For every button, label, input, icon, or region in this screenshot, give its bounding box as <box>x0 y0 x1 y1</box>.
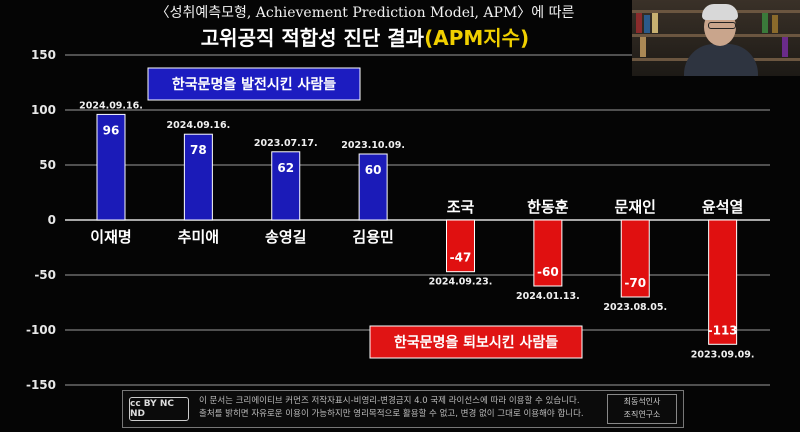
y-tick-label: -50 <box>34 268 56 282</box>
annotation-box <box>369 325 583 359</box>
chart-title-highlight: (APM지수) <box>424 26 530 50</box>
org-line1: 최동석인사 <box>623 397 661 406</box>
bar-date-label: 2024.09.16. <box>167 120 231 131</box>
category-label: 추미애 <box>178 228 219 246</box>
category-label: 문재인 <box>615 198 656 216</box>
bar-2 <box>183 133 213 221</box>
bar-8 <box>708 219 738 345</box>
y-tick-label: -150 <box>26 378 56 392</box>
category-label: 김용민 <box>352 228 393 246</box>
category-label: 이재명 <box>90 228 131 246</box>
webcam-overlay <box>632 0 800 76</box>
bar-5 <box>446 219 475 273</box>
license-line2: 출처를 밝히면 자유로운 이용이 가능하지만 영리목적으로 활용할 수 없고, … <box>199 409 584 419</box>
bar-value-label: 62 <box>277 161 294 175</box>
license-text: 이 문서는 크리에이티브 커먼즈 저작자표시-비영리-변경금지 4.0 국제 라… <box>199 395 599 421</box>
annotation-label: 한국문명을 발전시킨 사람들 <box>172 76 336 93</box>
category-label: 윤석열 <box>702 198 743 216</box>
y-tick-label: 100 <box>31 103 56 117</box>
organization-box: 최동석인사 조직연구소 <box>607 394 677 424</box>
bar-4 <box>358 153 388 221</box>
bar-1 <box>96 113 126 221</box>
y-tick-label: -100 <box>26 323 56 337</box>
bar-date-label: 2023.08.05. <box>603 302 667 313</box>
category-label: 한동훈 <box>527 198 569 216</box>
annotation-label: 한국문명을 퇴보시킨 사람들 <box>394 334 558 351</box>
bar-value-label: -60 <box>537 265 559 279</box>
y-tick-label: 0 <box>48 213 56 227</box>
bar-date-label: 2023.09.09. <box>691 349 755 360</box>
bar-6 <box>533 219 563 287</box>
bar-date-label: 2024.09.23. <box>429 277 493 288</box>
bar-date-label: 2024.09.16. <box>79 100 143 111</box>
bar-value-label: 60 <box>365 163 382 177</box>
bar-3 <box>271 151 301 221</box>
bar-value-label: -70 <box>624 276 646 290</box>
chart-title-main: 고위공직 적합성 진단 결과 <box>200 26 425 50</box>
annotation-box <box>147 67 361 101</box>
bar-value-label: -113 <box>708 323 738 337</box>
cc-license-icon: cc BY NC ND <box>129 397 189 421</box>
category-label: 조국 <box>447 198 475 216</box>
chart-title-line1: 〈성취예측모형, Achievement Prediction Model, A… <box>155 5 575 21</box>
bar-7 <box>620 219 650 298</box>
license-footer: cc BY NC ND 이 문서는 크리에이티브 커먼즈 저작자표시-비영리-변… <box>122 390 684 428</box>
license-line1: 이 문서는 크리에이티브 커먼즈 저작자표시-비영리-변경금지 4.0 국제 라… <box>199 396 580 406</box>
presenter-glasses <box>708 22 736 29</box>
bar-value-label: 96 <box>103 123 120 137</box>
y-tick-label: 50 <box>39 158 56 172</box>
chart-title-line2: 고위공직 적합성 진단 결과(APM지수) <box>130 22 600 51</box>
bar-date-label: 2023.07.17. <box>254 138 318 149</box>
presenter-hair <box>702 4 738 20</box>
bar-value-label: 78 <box>190 143 207 157</box>
org-line2: 조직연구소 <box>623 410 661 419</box>
presenter-body <box>684 44 758 76</box>
category-label: 송영길 <box>265 228 306 246</box>
bar-date-label: 2024.01.13. <box>516 291 580 302</box>
bar-value-label: -47 <box>450 251 472 265</box>
y-tick-label: 150 <box>31 48 56 62</box>
bar-date-label: 2023.10.09. <box>341 140 405 151</box>
